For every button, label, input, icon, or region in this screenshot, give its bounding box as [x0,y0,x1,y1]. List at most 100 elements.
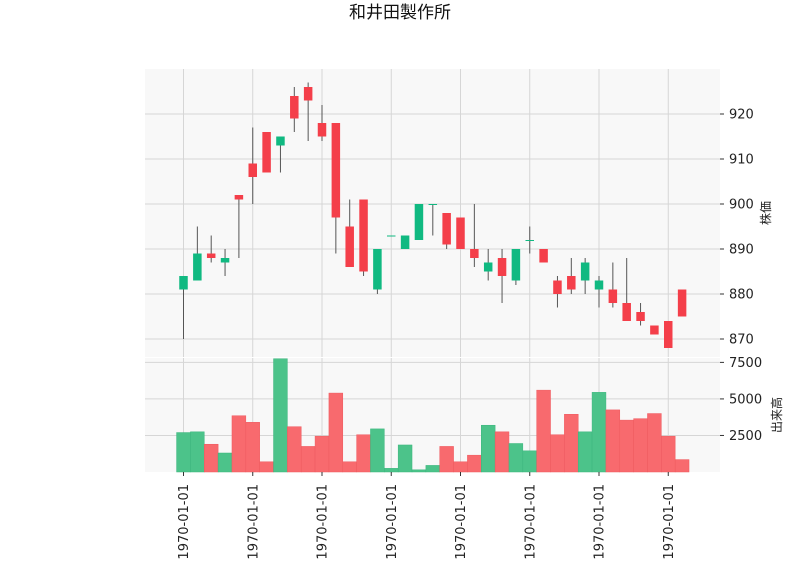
volume-bar [273,358,288,473]
candle-body [248,163,257,177]
volume-bar [661,435,676,473]
candle-body [359,199,368,272]
candle-body [276,136,285,146]
volume-bar [550,434,565,473]
candle-body [608,289,618,303]
candle-body [497,258,507,276]
volume-bar [494,431,510,473]
candle-body [594,280,604,290]
volume-bars [176,358,690,473]
candle-body [553,280,562,294]
candle-body [567,276,576,290]
volume-bar [190,431,205,473]
candle-body [400,235,410,249]
volume-axis-label: 出来高 [769,397,784,433]
candle-body [470,249,479,258]
price-candles [179,82,687,348]
price-tick-label: 900 [729,198,754,213]
price-tick-label: 910 [729,153,754,168]
volume-bar [522,450,537,473]
volume-bar [453,461,468,473]
candle-body [664,321,673,348]
candle-body [636,312,645,321]
candle-body [234,195,244,200]
volume-bar [591,392,607,473]
candle-body [580,262,590,281]
candle-body [525,240,534,241]
volume-bar [619,419,634,473]
volume-y-ticks: 2500 5000 7500 [720,356,762,444]
candle-body [414,204,424,240]
volume-bar [370,428,385,473]
candle-body [483,262,493,272]
price-tick-label: 890 [729,243,754,258]
volume-bar [176,432,191,473]
candle-body [373,249,382,290]
volume-bar [314,435,330,473]
x-tick-label: 1970-01-01 [593,484,608,560]
volume-bar [439,446,454,473]
x-tick-label: 1970-01-01 [316,484,331,560]
candle-body [442,213,451,245]
candle-body [331,123,341,218]
volume-bar [204,443,219,473]
volume-tick-label: 5000 [729,392,762,407]
candle-body [179,276,188,290]
x-ticks: 1970-01-01 1970-01-01 1970-01-01 1970-01-01… [177,472,677,560]
candle-body [262,132,271,173]
x-tick-label: 1970-01-01 [385,484,400,560]
x-tick-label: 1970-01-01 [523,484,538,560]
volume-bar [356,434,371,473]
x-tick-label: 1970-01-01 [177,484,192,560]
chart-title: 和井田製作所 [349,3,451,23]
price-tick-label: 870 [729,333,754,348]
volume-bar [328,392,344,473]
candle-body [622,303,631,321]
volume-bar [287,426,302,473]
volume-bar [564,414,579,473]
candle-body [290,96,299,119]
volume-bar [425,465,440,473]
x-tick-label: 1970-01-01 [662,484,677,560]
candle-body [650,325,659,335]
candle-body [456,217,465,249]
volume-bar [411,469,427,473]
candle-body [539,249,548,263]
volume-bar [217,452,233,473]
volume-tick-label: 2500 [729,429,762,444]
candle-body [220,258,230,263]
price-axis-label: 株価 [758,201,773,225]
volume-bar [508,443,524,473]
candle-body [193,253,202,281]
volume-bar [342,461,357,473]
candle-body [677,289,687,317]
volume-bar [674,459,690,473]
volume-bar [259,461,274,473]
volume-bar [300,446,316,473]
candle-body [345,226,354,267]
volume-bar [397,444,413,473]
candle-body [428,204,438,205]
volume-bar [245,422,260,473]
x-tick-label: 1970-01-01 [246,484,261,560]
volume-bar [231,415,247,473]
volume-bar [647,413,662,473]
volume-bar [467,454,482,473]
candle-body [303,87,313,101]
price-y-ticks: 870 880 890 900 910 920 [720,108,754,348]
candle-body [317,123,327,137]
candle-body [511,249,521,281]
volume-bar [633,418,648,473]
volume-bar [577,431,593,473]
volume-bar [481,424,496,473]
volume-bar [384,468,399,473]
price-tick-label: 880 [729,288,754,303]
volume-tick-label: 7500 [729,356,762,371]
candle-body [206,253,216,258]
price-tick-label: 920 [729,108,754,123]
candle-body [387,235,396,237]
x-tick-label: 1970-01-01 [454,484,469,560]
volume-bar [605,409,621,473]
volume-bar [536,389,551,473]
